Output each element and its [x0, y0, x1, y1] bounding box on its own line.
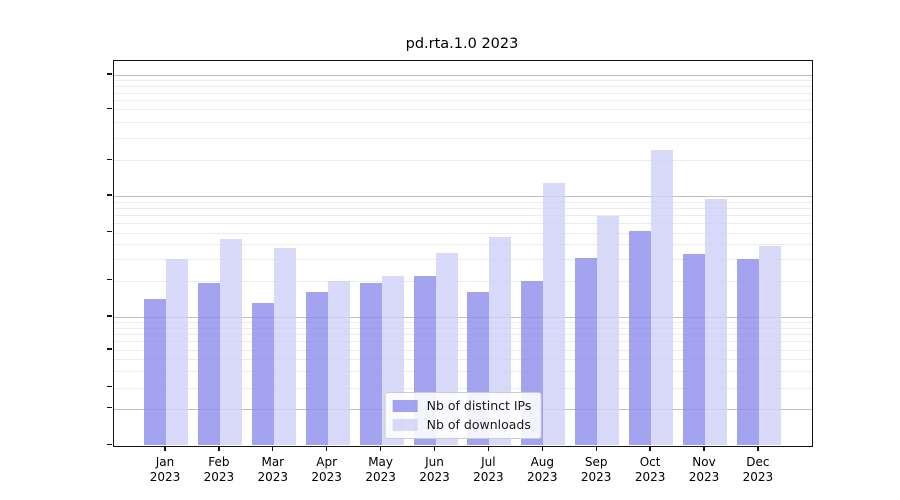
x-axis-tick: [757, 446, 759, 452]
bar-sep-downloads: [597, 216, 620, 446]
x-axis-tick: [541, 446, 543, 452]
minor-gridline: [114, 322, 812, 324]
x-axis-tick: [595, 446, 597, 452]
bar-nov-downloads: [705, 198, 727, 446]
bar-jan-downloads: [166, 259, 188, 446]
x-axis-tick-label: Aug 2023: [527, 455, 558, 484]
x-axis-tick-label: Oct 2023: [634, 455, 666, 484]
bar-oct-downloads: [651, 150, 674, 446]
bar-dec-downloads: [758, 245, 781, 446]
bar-jan-distinct-ips: [144, 299, 166, 446]
bar-dec-distinct-ips: [736, 259, 759, 446]
x-axis-tick-label: Jan 2023: [149, 455, 181, 484]
chart-title: pd.rta.1.0 2023: [405, 36, 519, 52]
y-axis-tick: [106, 107, 112, 109]
x-axis-tick: [326, 446, 328, 452]
y-axis-tick: [106, 443, 112, 445]
bar-aug-downloads: [543, 183, 566, 446]
minor-gridline: [114, 201, 812, 203]
major-gridline: [114, 75, 812, 76]
minor-gridline: [114, 86, 812, 88]
x-axis-tick: [379, 446, 382, 452]
minor-gridline: [114, 232, 812, 234]
minor-gridline: [114, 371, 812, 373]
y-axis-tick: [106, 315, 112, 317]
minor-gridline: [114, 387, 812, 389]
legend-label-distinct-ips: Nb of distinct IPs: [426, 398, 532, 413]
minor-gridline: [114, 359, 812, 361]
minor-gridline: [114, 214, 812, 216]
y-axis-tick: [106, 194, 112, 196]
x-axis-tick: [433, 446, 436, 452]
x-axis-tick-label: Apr 2023: [311, 455, 342, 484]
minor-gridline: [114, 80, 812, 82]
x-axis-tick-label: Feb 2023: [203, 455, 235, 484]
legend-swatch-downloads: [392, 418, 418, 431]
y-axis-tick: [106, 158, 112, 160]
x-axis-tick: [272, 446, 274, 452]
x-axis-tick-label: Jun 2023: [419, 455, 450, 484]
major-gridline: [114, 317, 812, 318]
bar-apr-distinct-ips: [305, 292, 328, 446]
bar-mar-downloads: [273, 248, 296, 446]
minor-gridline: [114, 160, 812, 162]
bar-may-distinct-ips: [359, 283, 382, 446]
bar-nov-distinct-ips: [683, 254, 705, 446]
x-axis-tick-label: Dec 2023: [742, 455, 774, 484]
minor-gridline: [114, 259, 812, 261]
plot-area: Nb of distinct IPs Nb of downloads: [113, 60, 813, 447]
x-axis-tick-label: May 2023: [365, 455, 396, 484]
minor-gridline: [114, 327, 812, 329]
x-axis-tick: [703, 446, 705, 452]
legend-entry-downloads: Nb of downloads: [392, 417, 532, 432]
legend-entry-distinct-ips: Nb of distinct IPs: [392, 398, 532, 413]
bar-sep-distinct-ips: [575, 257, 598, 446]
y-axis-tick: [106, 231, 112, 233]
bar-feb-downloads: [219, 239, 242, 446]
minor-gridline: [114, 341, 812, 343]
x-axis-tick-label: Sep 2023: [580, 455, 612, 484]
x-axis-tick: [218, 446, 220, 452]
minor-gridline: [114, 109, 812, 111]
x-axis-tick-label: Jul 2023: [473, 455, 504, 484]
minor-gridline: [114, 207, 812, 209]
minor-gridline: [114, 223, 812, 225]
bar-mar-distinct-ips: [251, 303, 274, 446]
y-axis-tick: [106, 279, 112, 281]
minor-gridline: [114, 121, 812, 123]
x-axis-tick: [487, 446, 490, 452]
y-axis-tick: [106, 348, 112, 350]
bar-apr-downloads: [327, 280, 350, 446]
minor-gridline: [114, 280, 812, 282]
minor-gridline: [114, 244, 812, 246]
x-axis-tick: [649, 446, 651, 452]
x-axis-tick: [164, 446, 166, 452]
bar-feb-distinct-ips: [197, 283, 220, 446]
minor-gridline: [114, 100, 812, 102]
major-gridline: [114, 196, 812, 197]
y-axis-tick: [106, 73, 112, 75]
legend: Nb of distinct IPs Nb of downloads: [384, 392, 542, 439]
minor-gridline: [114, 333, 812, 335]
minor-gridline: [114, 350, 812, 351]
legend-swatch-distinct-ips: [392, 399, 418, 412]
y-axis-tick: [106, 386, 112, 388]
minor-gridline: [114, 92, 812, 94]
y-axis-tick: [106, 407, 112, 409]
minor-gridline: [114, 137, 812, 139]
bar-oct-distinct-ips: [629, 230, 652, 446]
x-axis-tick-label: Nov 2023: [688, 455, 720, 484]
x-axis-tick-label: Mar 2023: [257, 455, 289, 484]
legend-label-downloads: Nb of downloads: [426, 417, 531, 432]
